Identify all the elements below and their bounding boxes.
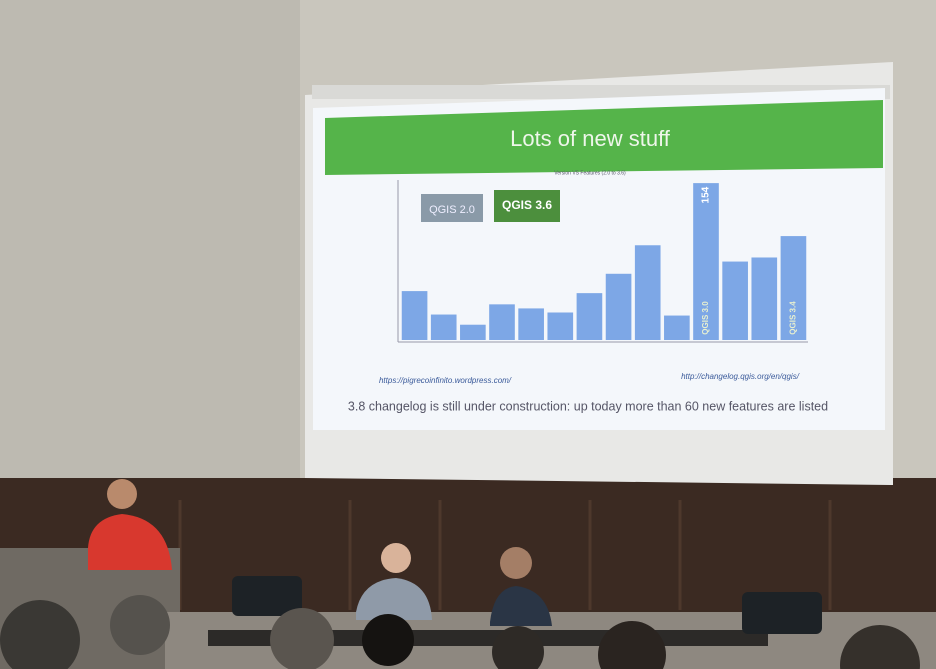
logo-text: QGIS 3.6 [502,198,552,212]
audience-and-panel [0,479,936,669]
person-body [88,514,172,570]
bar [780,236,807,340]
person-head [500,547,532,579]
logo [494,190,560,222]
audience-head [362,614,414,666]
bar [460,324,486,340]
bar [722,261,748,340]
slide [313,88,885,430]
person-head [381,543,411,573]
audience-head [270,608,334,669]
bar [751,257,778,340]
bar [634,245,661,340]
logo [421,194,483,222]
audience-head [110,595,170,655]
chart-title: Version VS Features (2.0 to 3.6) [554,170,626,176]
source-link: http://changelog.qgis.org/en/qgis/ [681,372,800,381]
bar [547,312,574,340]
bar [430,314,457,340]
slide-caption: 3.8 changelog is still under constructio… [348,399,828,413]
logo-text: QGIS 2.0 [429,204,475,216]
person-head [107,479,137,509]
bar [401,291,428,340]
chair [742,592,822,634]
slide-title: Lots of new stuff [510,126,671,151]
audience-head [0,600,80,669]
person-body [356,578,432,620]
bar [576,293,603,340]
bar [489,304,515,340]
chair [232,576,302,616]
bar [605,273,632,340]
bar-note: QGIS 3.4 [789,301,798,335]
bar [664,315,690,340]
slide-header [325,100,883,175]
audience-head [492,626,544,669]
bar [693,183,719,340]
audience-head [598,621,666,669]
source-link: https://pigrecoinfinito.wordpress.com/ [379,376,512,385]
audience-head [840,625,920,669]
bar-note: QGIS 3.0 [701,301,710,335]
person-body [490,586,552,626]
bar [518,308,544,340]
wall-shade [0,0,300,480]
value-label: 154 [701,186,712,203]
